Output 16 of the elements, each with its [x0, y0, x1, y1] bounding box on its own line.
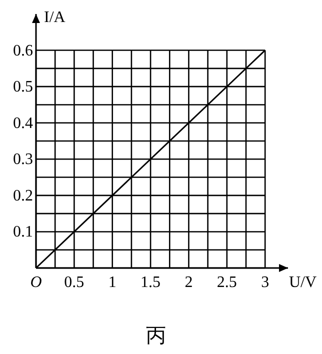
x-tick-label: 3 [261, 274, 270, 291]
x-tick-label: 2 [184, 274, 193, 291]
y-tick-label: 0.5 [13, 78, 33, 96]
y-tick-label: 0.2 [13, 187, 33, 204]
x-tick-label: 0.5 [64, 274, 84, 291]
y-tick-label: 0.3 [13, 151, 33, 168]
y-tick-label: 0.1 [13, 224, 33, 241]
x-tick-label: 2.5 [216, 274, 237, 291]
y-tick-label: 0.4 [13, 114, 33, 132]
x-axis-title: U/V [289, 274, 317, 291]
x-tick-label: O [30, 274, 42, 291]
y-tick-label: 0.6 [13, 42, 33, 60]
text: 丙 [146, 325, 166, 347]
x-tick-label: 1 [108, 274, 116, 291]
x-tick-label: 1.5 [140, 274, 161, 291]
y-axis-title: I/A [44, 9, 66, 26]
